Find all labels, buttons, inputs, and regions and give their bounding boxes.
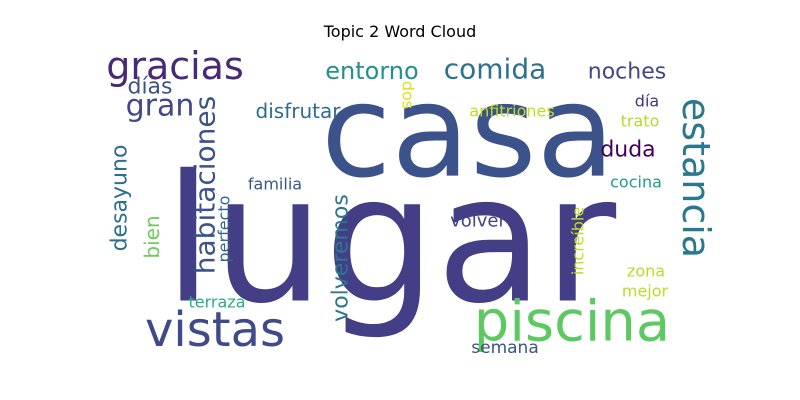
- word-días: días: [127, 75, 172, 100]
- word-dos: dos: [399, 81, 418, 109]
- word-increíble: increíble: [569, 207, 588, 275]
- word-lugar: lugar: [164, 138, 617, 343]
- word-mejor: mejor: [622, 282, 669, 301]
- word-duda: duda: [600, 138, 655, 163]
- word-zona: zona: [627, 262, 665, 281]
- word-casa: casa: [321, 58, 615, 207]
- word-anfitriones: anfitriones: [469, 102, 554, 121]
- word-desayuno: desayuno: [108, 145, 133, 252]
- word-volver: volver: [450, 211, 506, 232]
- word-noches: noches: [588, 60, 666, 85]
- word-perfecto: perfecto: [215, 196, 234, 263]
- word-gracias: gracias: [106, 44, 244, 88]
- page-title: Topic 2 Word Cloud: [323, 22, 477, 41]
- word-estancia: estancia: [674, 98, 718, 258]
- word-día: día: [635, 92, 659, 111]
- word-piscina: piscina: [474, 290, 670, 355]
- word-gran: gran: [126, 89, 195, 124]
- word-cocina: cocina: [610, 173, 662, 192]
- word-entorno: entorno: [325, 57, 418, 85]
- word-bien: bien: [140, 215, 164, 258]
- word-comida: comida: [444, 53, 547, 86]
- word-familia: familia: [248, 175, 302, 194]
- word-habitaciones: habitaciones: [189, 96, 222, 274]
- word-disfrutar: disfrutar: [256, 99, 342, 123]
- word-vistas: vistas: [145, 302, 285, 358]
- word-semana: semana: [471, 338, 539, 358]
- word-trato: trato: [621, 112, 660, 131]
- word-terraza: terraza: [189, 293, 246, 312]
- word-volveremos: volveremos: [329, 194, 354, 322]
